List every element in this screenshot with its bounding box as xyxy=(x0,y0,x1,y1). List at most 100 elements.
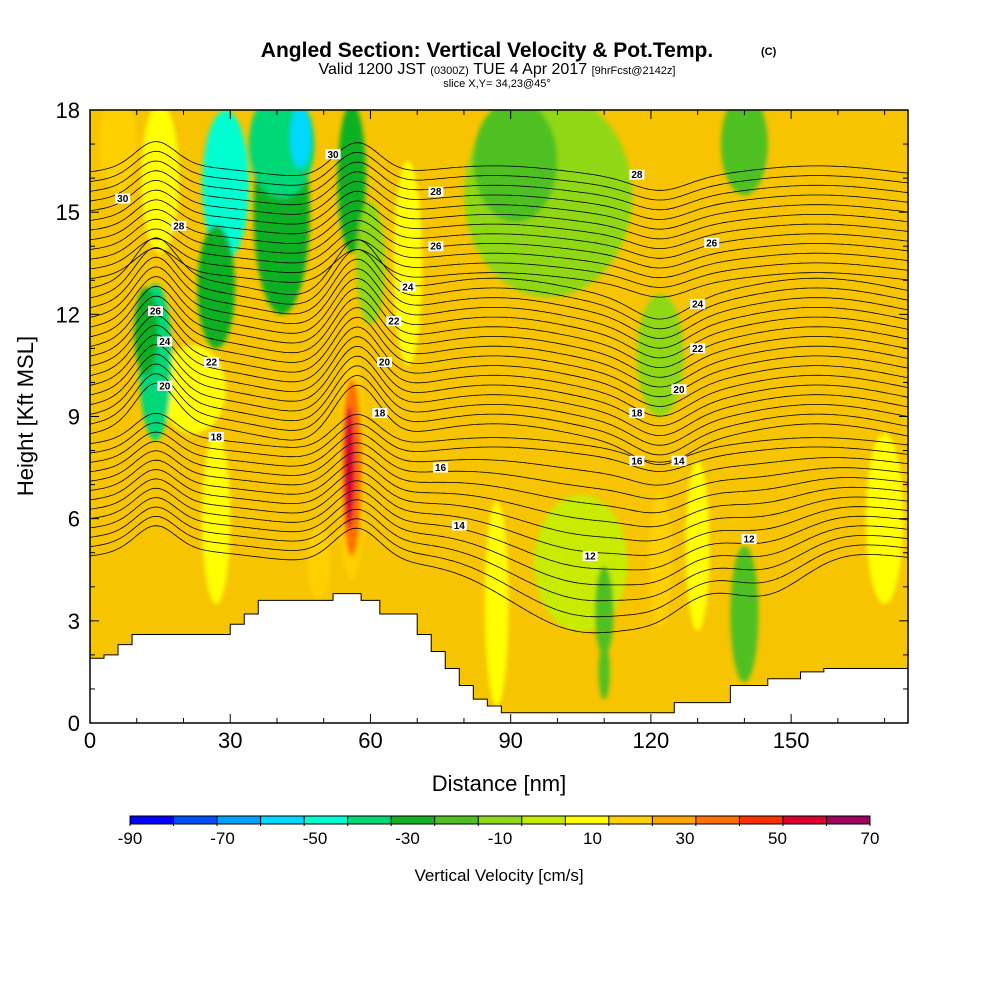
svg-text:20: 20 xyxy=(379,358,391,369)
contour-label: 12 xyxy=(742,534,757,546)
x-tick-label: 60 xyxy=(358,728,382,753)
colorbar-swatch xyxy=(130,816,174,824)
contour-label: 20 xyxy=(671,384,686,396)
svg-text:26: 26 xyxy=(706,238,718,249)
valid-date: TUE 4 Apr 2017 xyxy=(473,61,587,78)
colorbar-swatch xyxy=(435,816,479,824)
velocity-cell xyxy=(134,287,157,376)
velocity-cell xyxy=(721,93,768,195)
velocity-cell xyxy=(637,294,684,417)
velocity-cell xyxy=(730,546,758,682)
svg-text:28: 28 xyxy=(631,170,643,181)
chart-title: Angled Section: Vertical Velocity & Pot.… xyxy=(261,39,713,62)
slice-info: slice X,Y= 34,23@45° xyxy=(443,78,551,90)
x-axis-label: Distance [nm] xyxy=(432,771,567,796)
svg-text:20: 20 xyxy=(159,381,171,392)
contour-label: 18 xyxy=(209,432,224,444)
valid-prefix: Valid 1200 JST xyxy=(319,61,427,78)
colorbar-swatch xyxy=(609,816,653,824)
colorbar-swatch xyxy=(391,816,435,824)
contour-label: 30 xyxy=(115,194,130,206)
colorbar-label: -10 xyxy=(488,829,513,848)
contour-label: 24 xyxy=(157,337,172,349)
contour-label: 22 xyxy=(204,357,219,369)
contour-label: 18 xyxy=(372,408,387,420)
colorbar-swatch xyxy=(696,816,740,824)
svg-text:22: 22 xyxy=(206,358,218,369)
svg-text:30: 30 xyxy=(328,150,340,161)
y-tick-label: 12 xyxy=(56,302,80,327)
y-tick-label: 3 xyxy=(68,609,80,634)
y-tick-label: 15 xyxy=(56,200,80,225)
colorbar-swatch xyxy=(478,816,522,824)
x-tick-label: 150 xyxy=(773,728,810,753)
svg-text:20: 20 xyxy=(673,385,685,396)
contour-label: 18 xyxy=(629,408,644,420)
title-copyright-mark: (C) xyxy=(761,46,777,58)
velocity-cell xyxy=(599,645,610,699)
colorbar-swatch xyxy=(739,816,783,824)
contour-label: 16 xyxy=(629,456,644,468)
colorbar: -90 -70 -50 -30 -10 10 30 50 70 xyxy=(118,816,880,848)
svg-text:28: 28 xyxy=(430,187,442,198)
y-tick-label: 18 xyxy=(56,98,80,123)
colorbar-label: -90 xyxy=(118,829,143,848)
svg-text:24: 24 xyxy=(692,300,704,311)
colorbar-swatch xyxy=(348,816,392,824)
velocity-cell xyxy=(307,525,330,600)
velocity-cell xyxy=(290,107,311,168)
valid-zulu: (0300Z) xyxy=(430,65,469,77)
x-tick-label: 0 xyxy=(84,728,96,753)
colorbar-title: Vertical Velocity [cm/s] xyxy=(414,866,583,885)
svg-text:26: 26 xyxy=(150,306,162,317)
colorbar-label: -30 xyxy=(395,829,420,848)
svg-text:14: 14 xyxy=(454,521,466,532)
contour-label: 14 xyxy=(452,520,467,532)
y-axis-label: Height [Kft MSL] xyxy=(13,336,38,496)
contour-label: 28 xyxy=(171,221,186,233)
colorbar-label: 30 xyxy=(676,829,695,848)
velocity-cell xyxy=(473,100,557,223)
svg-text:12: 12 xyxy=(585,552,597,563)
contour-label: 26 xyxy=(704,238,719,250)
svg-text:24: 24 xyxy=(402,283,414,294)
colorbar-label: 10 xyxy=(583,829,602,848)
y-tick-label: 9 xyxy=(68,405,80,430)
svg-text:28: 28 xyxy=(173,221,185,232)
velocity-cell xyxy=(394,161,422,365)
y-tick-label: 0 xyxy=(68,711,80,736)
contour-label: 26 xyxy=(148,306,163,318)
svg-text:18: 18 xyxy=(211,432,223,443)
svg-text:16: 16 xyxy=(435,463,447,474)
colorbar-label: 50 xyxy=(768,829,787,848)
contour-label: 12 xyxy=(583,551,598,563)
colorbar-swatch xyxy=(261,816,305,824)
contour-label: 24 xyxy=(690,299,705,311)
svg-text:26: 26 xyxy=(430,242,442,253)
contour-label: 22 xyxy=(386,316,401,328)
y-tick-label: 6 xyxy=(68,507,80,532)
velocity-cell xyxy=(485,502,508,706)
contour-label: 24 xyxy=(400,282,415,294)
contour-label: 28 xyxy=(428,187,443,199)
valid-forecast: [9hrFcst@2142z] xyxy=(592,65,676,77)
colorbar-label: -70 xyxy=(210,829,235,848)
colorbar-swatch xyxy=(826,816,870,824)
velocity-cell xyxy=(595,566,614,655)
colorbar-swatch xyxy=(783,816,827,824)
contour-label: 26 xyxy=(428,241,443,253)
svg-text:18: 18 xyxy=(631,409,643,420)
plot-area: 30 30 28 28 28 26 26 26 24 24 24 22 22 22 20 20 20 18 18 18… xyxy=(90,90,908,723)
colorbar-label: -50 xyxy=(303,829,328,848)
valid-time-line: Valid 1200 JST (0300Z) TUE 4 Apr 2017 [9… xyxy=(319,61,676,78)
svg-text:18: 18 xyxy=(374,409,386,420)
contour-label: 22 xyxy=(690,343,705,355)
contour-label: 20 xyxy=(377,357,392,369)
colorbar-swatch xyxy=(565,816,609,824)
colorbar-swatch xyxy=(304,816,348,824)
x-tick-label: 120 xyxy=(633,728,670,753)
velocity-cell xyxy=(202,434,230,604)
svg-text:12: 12 xyxy=(744,535,756,546)
svg-text:30: 30 xyxy=(117,194,129,205)
